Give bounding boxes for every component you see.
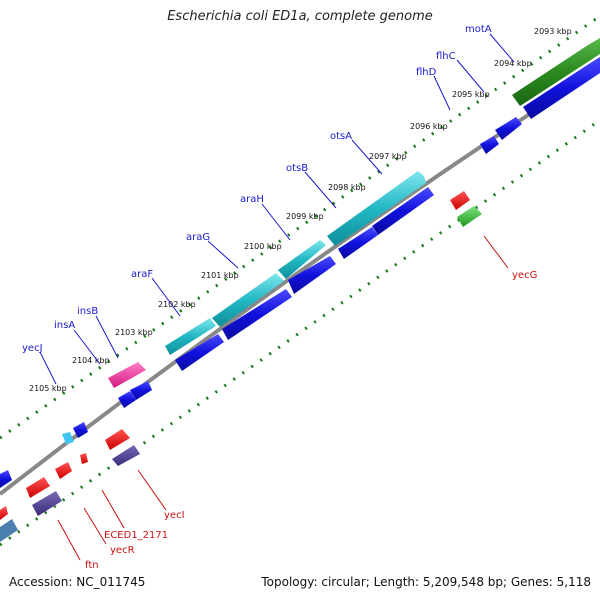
gene-label[interactable]: araH xyxy=(240,194,264,205)
accession-text: Accession: NC_011745 xyxy=(9,575,146,589)
gene-feature-cds[interactable] xyxy=(288,256,336,294)
kbp-tick-label: 2094 kbp xyxy=(494,59,532,68)
gene-feature-steel[interactable] xyxy=(0,519,18,542)
gene-feature-araG[interactable] xyxy=(212,273,284,327)
kbp-tick-label: 2104 kbp xyxy=(72,356,110,365)
gene-leader-lines xyxy=(39,33,515,561)
kbp-tick-labels: 2093 kbp 2094 kbp 2095 kbp 2096 kbp 2097… xyxy=(29,27,572,393)
gene-feature-yecG-red[interactable] xyxy=(450,191,470,210)
kbp-tick-label: 2093 kbp xyxy=(534,27,572,36)
gene-label[interactable]: araG xyxy=(186,232,210,243)
map-title: Escherichia coli ED1a, complete genome xyxy=(167,9,433,24)
gene-feature-cds[interactable] xyxy=(523,57,600,119)
gene-feature-ots[interactable] xyxy=(327,171,426,246)
gene-feature-red[interactable] xyxy=(55,462,72,479)
kbp-tick-label: 2099 kbp xyxy=(286,212,324,221)
kbp-tick-label: 2102 kbp xyxy=(158,300,196,309)
kbp-tick-label: 2100 kbp xyxy=(244,242,282,251)
gene-feature-cds[interactable] xyxy=(222,289,292,340)
forward-tick-track xyxy=(0,14,600,440)
gene-label[interactable]: otsA xyxy=(330,131,352,142)
forward-cds-features xyxy=(0,57,600,488)
gene-feature-red[interactable] xyxy=(26,477,50,498)
gene-feature-cds[interactable] xyxy=(372,187,434,235)
gene-feature-motility[interactable] xyxy=(512,38,600,106)
gene-label[interactable]: insB xyxy=(77,306,98,317)
kbp-tick-label: 2103 kbp xyxy=(115,328,153,337)
gene-feature-cds[interactable] xyxy=(338,227,378,259)
gene-label[interactable]: motA xyxy=(465,24,492,35)
gene-labels: motA flhC flhD otsA otsB araH araG araF … xyxy=(22,24,537,571)
gene-feature-red[interactable] xyxy=(80,453,88,464)
gene-feature-cds[interactable] xyxy=(175,334,224,371)
gene-feature-small[interactable] xyxy=(62,432,74,444)
gene-label[interactable]: yecR xyxy=(110,545,135,556)
gene-feature-cds[interactable] xyxy=(73,422,88,438)
gene-label[interactable]: insA xyxy=(54,320,75,331)
gene-label[interactable]: yecI xyxy=(164,510,185,521)
gene-label[interactable]: flhC xyxy=(436,51,456,62)
kbp-tick-label: 2098 kbp xyxy=(328,183,366,192)
gene-label[interactable]: flhD xyxy=(416,67,437,78)
kbp-tick-label: 2097 kbp xyxy=(369,152,407,161)
gene-feature-araF[interactable] xyxy=(165,318,216,355)
gene-label[interactable]: ECED1_2171 xyxy=(104,530,168,541)
gene-label[interactable]: yecG xyxy=(512,270,537,281)
gene-feature-cds[interactable] xyxy=(480,136,499,154)
gene-feature-purple[interactable] xyxy=(112,445,140,466)
gene-label[interactable]: otsB xyxy=(286,163,308,174)
gene-feature-purple[interactable] xyxy=(32,491,62,516)
gene-feature-ara[interactable] xyxy=(278,240,326,279)
gene-feature-cds[interactable] xyxy=(495,117,522,140)
kbp-tick-label: 2095 kbp xyxy=(452,90,490,99)
gene-label[interactable]: araF xyxy=(131,269,153,280)
kbp-tick-label: 2105 kbp xyxy=(29,384,67,393)
gene-label[interactable]: ftn xyxy=(85,560,99,571)
gene-feature-insertion[interactable] xyxy=(108,362,146,388)
kbp-tick-label: 2096 kbp xyxy=(410,122,448,131)
gene-feature-cds[interactable] xyxy=(0,470,12,488)
gene-feature-yecG[interactable] xyxy=(457,206,482,227)
gene-feature-cds[interactable] xyxy=(130,381,152,400)
gene-feature-red[interactable] xyxy=(0,506,8,520)
gene-label[interactable]: yecJ xyxy=(22,343,43,354)
kbp-tick-label: 2101 kbp xyxy=(201,271,239,280)
forward-cog-features xyxy=(108,38,600,388)
genome-summary: Topology: circular; Length: 5,209,548 bp… xyxy=(261,575,591,589)
reverse-features xyxy=(0,191,482,542)
gene-feature-red[interactable] xyxy=(105,429,130,450)
reverse-tick-track xyxy=(0,118,600,547)
gene-feature-cds[interactable] xyxy=(118,391,136,408)
